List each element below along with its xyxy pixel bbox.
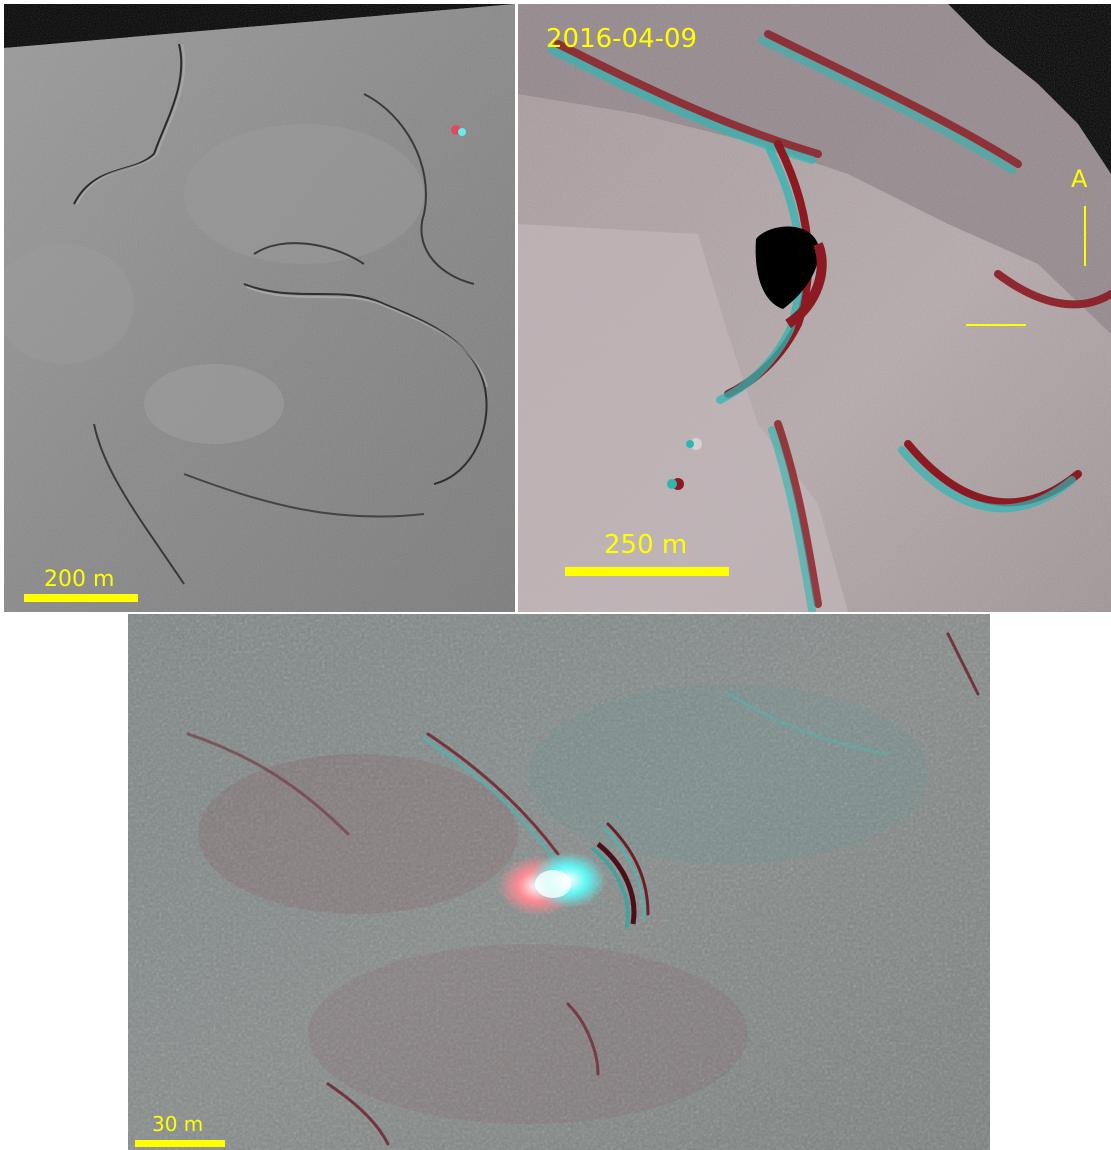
scale-label-30m: 30 m	[152, 1112, 204, 1136]
scale-label-250m: 250 m	[604, 530, 688, 560]
panel-c-terrain-image: 30 m	[128, 614, 990, 1150]
scale-bar-30m	[135, 1140, 225, 1147]
panel-c-terrain-graphic	[128, 614, 990, 1150]
date-label: 2016-04-09	[546, 24, 698, 54]
scale-bar-250m	[565, 567, 729, 576]
marker-line-vertical	[1084, 206, 1086, 266]
marker-line-horizontal	[966, 324, 1026, 326]
marker-label-a: A	[1071, 165, 1088, 193]
scale-label-200m: 200 m	[44, 567, 115, 592]
panel-a-terrain-graphic	[4, 4, 515, 612]
panel-b-terrain-graphic	[518, 4, 1111, 612]
panel-b-terrain-image: 2016-04-09 A 250 m	[518, 4, 1111, 612]
panel-a-terrain-image: 200 m	[4, 4, 515, 612]
scale-bar-200m	[24, 594, 138, 602]
